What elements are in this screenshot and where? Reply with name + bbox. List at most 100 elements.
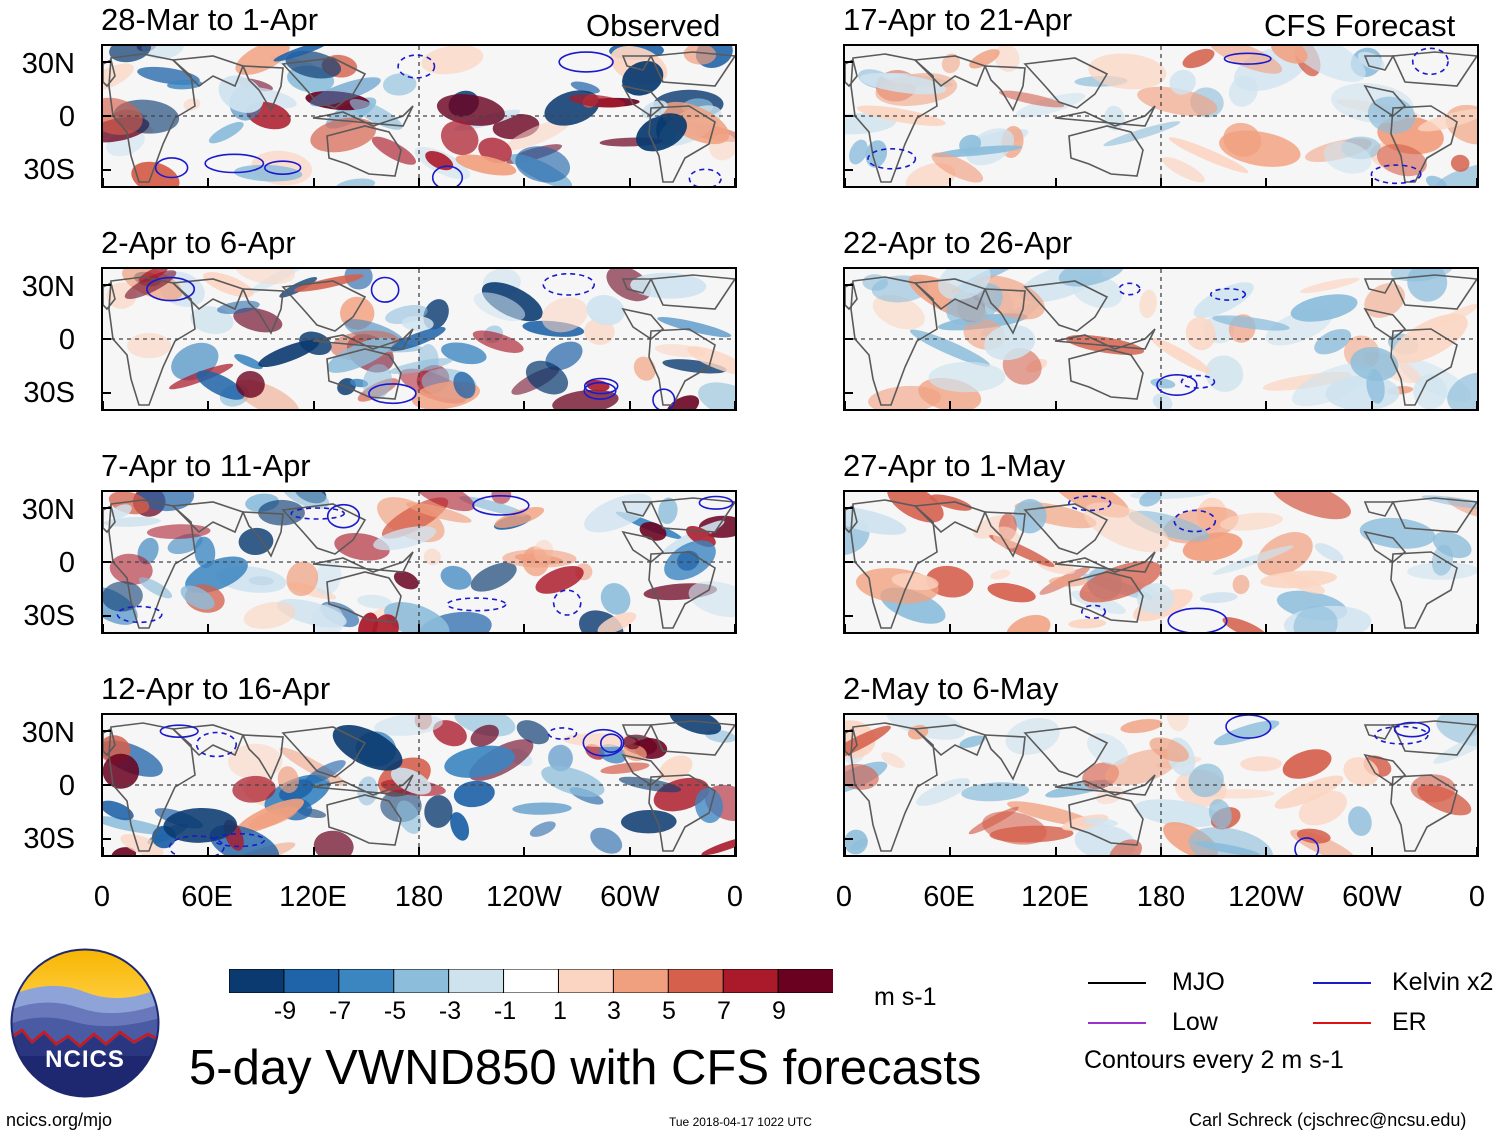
colorbar-swatch [393, 968, 450, 994]
coastlines [845, 720, 1477, 852]
coastlines [103, 51, 735, 183]
lat-label-30s: 30S [23, 377, 75, 409]
forecast-panel-4-title: 2-May to 6-May [843, 671, 1059, 706]
lat-label-30n: 30N [21, 271, 75, 303]
map-panel-forecast-2 [843, 267, 1479, 411]
colorbar-swatch [338, 968, 395, 994]
forecast-panel-1-title: 17-Apr to 21-Apr [843, 2, 1073, 37]
lat-label-30n: 30N [21, 494, 75, 526]
colorbar-tick: -1 [493, 997, 517, 1025]
observed-panel-3-title: 7-Apr to 11-Apr [101, 448, 311, 483]
anomaly-field [103, 46, 735, 186]
kelvin-contours [1118, 282, 1247, 397]
lon-label-60e: 60E [923, 881, 975, 913]
lon-label-60e: 60E [181, 881, 233, 913]
colorbar-tick: -7 [328, 997, 352, 1025]
anomaly-field [103, 715, 735, 855]
map-panel-forecast-3 [843, 490, 1479, 634]
lat-label-30s: 30S [23, 154, 75, 186]
colorbar-tick: -9 [273, 997, 297, 1025]
legend-mjo-line [1088, 982, 1146, 984]
colorbar-swatch [777, 968, 835, 994]
footer-timestamp: Tue 2018-04-17 1022 UTC [669, 1115, 812, 1129]
colorbar-tick: -3 [438, 997, 462, 1025]
colorbar-tick: 9 [772, 997, 786, 1025]
footer-url[interactable]: ncics.org/mjo [6, 1110, 113, 1130]
lat-label-0: 0 [58, 770, 75, 802]
map-panel-forecast-1 [843, 44, 1479, 188]
map-panel-forecast-4 [843, 713, 1479, 857]
anomaly-field [845, 492, 1477, 632]
colorbar-swatch [667, 968, 725, 994]
coastlines [845, 274, 1477, 406]
lon-label-0-east: 0 [1468, 881, 1486, 913]
legend-kelvin-label: Kelvin x2 [1392, 968, 1494, 996]
colorbar-swatch [448, 968, 505, 994]
colorbar-swatch [612, 968, 670, 994]
ncics-logo: NCICS [10, 948, 160, 1098]
colorbar-swatch [503, 968, 560, 994]
legend-kelvin-line [1313, 982, 1371, 984]
forecast-panel-3-title: 27-Apr to 1-May [843, 448, 1066, 483]
kelvin-contours [1068, 495, 1228, 632]
kelvin-contours [116, 494, 734, 624]
colorbar [228, 968, 835, 994]
legend-er-label: ER [1392, 1008, 1427, 1036]
observed-panel-2-title: 2-Apr to 6-Apr [101, 225, 296, 260]
kelvin-contours [146, 272, 676, 409]
colorbar-swatch [283, 968, 340, 994]
lat-label-30n: 30N [21, 48, 75, 80]
lat-label-0: 0 [58, 547, 75, 579]
colorbar-swatch [722, 968, 780, 994]
map-panel-observed-1 [101, 44, 737, 188]
anomaly-field [103, 492, 735, 632]
lat-label-0: 0 [58, 324, 75, 356]
colorbar-tick: 7 [717, 997, 731, 1025]
colorbar-units: m s-1 [874, 983, 937, 1011]
colorbar-tick: 3 [607, 997, 621, 1025]
kelvin-contours [1225, 715, 1431, 855]
lat-label-30n: 30N [21, 717, 75, 749]
lon-label-180: 180 [1136, 881, 1186, 913]
lon-label-120w: 120W [486, 881, 562, 913]
observed-header: Observed [586, 8, 721, 43]
lon-label-120e: 120E [279, 881, 347, 913]
main-title: 5-day VWND850 with CFS forecasts [189, 1041, 982, 1095]
legend-er-line [1313, 1022, 1371, 1024]
logo-text: NCICS [45, 1046, 125, 1073]
forecast-panel-2-title: 22-Apr to 26-Apr [843, 225, 1073, 260]
colorbar-tick: 5 [662, 997, 676, 1025]
lon-label-60w: 60W [600, 881, 660, 913]
coastlines [103, 274, 735, 406]
contour-note: Contours every 2 m s-1 [1084, 1046, 1344, 1074]
lon-label-60w: 60W [1342, 881, 1402, 913]
lat-label-30s: 30S [23, 600, 75, 632]
lon-label-180: 180 [394, 881, 444, 913]
legend-low-line [1088, 1022, 1146, 1024]
legend-low-label: Low [1172, 1008, 1218, 1036]
lon-label-0: 0 [93, 881, 111, 913]
kelvin-contours [154, 51, 722, 186]
lat-label-30s: 30S [23, 823, 75, 855]
lon-label-0-east: 0 [726, 881, 744, 913]
lon-label-120e: 120E [1021, 881, 1089, 913]
observed-panel-4-title: 12-Apr to 16-Apr [101, 671, 331, 706]
coastlines [845, 497, 1477, 629]
map-panel-observed-3 [101, 490, 737, 634]
legend-mjo-label: MJO [1172, 968, 1225, 996]
map-panel-observed-2 [101, 267, 737, 411]
colorbar-tick: 1 [553, 997, 567, 1025]
map-panel-observed-4 [101, 713, 737, 857]
colorbar-swatch [228, 968, 285, 994]
anomaly-field [845, 715, 1477, 855]
coastlines [103, 497, 735, 629]
forecast-header: CFS Forecast [1264, 8, 1456, 43]
colorbar-tick: -5 [383, 997, 407, 1025]
lat-label-0: 0 [58, 101, 75, 133]
footer-author: Carl Schreck (cjschrec@ncsu.edu) [1189, 1110, 1467, 1130]
observed-panel-1-title: 28-Mar to 1-Apr [101, 2, 319, 37]
colorbar-swatch [557, 968, 615, 994]
lon-label-0: 0 [835, 881, 853, 913]
lon-label-120w: 120W [1228, 881, 1304, 913]
kelvin-contours [867, 47, 1449, 185]
